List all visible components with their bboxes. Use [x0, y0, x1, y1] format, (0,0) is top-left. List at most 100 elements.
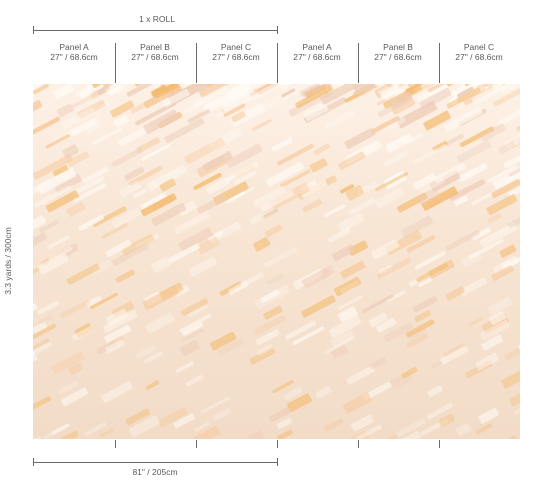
brush-stroke [302, 84, 335, 98]
brush-stroke [33, 215, 46, 236]
brush-stroke [460, 277, 488, 296]
brush-stroke [380, 84, 401, 100]
brush-stroke [351, 414, 374, 432]
brush-stroke [192, 85, 229, 109]
panel-size: 27" / 68.6cm [293, 52, 341, 62]
brush-stroke [90, 292, 118, 310]
brush-stroke [108, 84, 124, 96]
brush-stroke [412, 296, 438, 313]
brush-stroke [180, 340, 200, 357]
brush-stroke [245, 84, 287, 104]
brush-stroke [111, 147, 143, 167]
brush-stroke [219, 281, 242, 296]
brush-stroke [252, 119, 272, 131]
brush-stroke [454, 195, 469, 206]
brush-stroke [423, 110, 451, 131]
brush-stroke [126, 84, 156, 97]
brush-stroke [375, 317, 397, 333]
brush-stroke [469, 238, 504, 259]
brush-stroke [221, 89, 252, 112]
brush-stroke [142, 285, 180, 311]
brush-stroke [207, 230, 224, 241]
brush-stroke [344, 127, 376, 150]
brush-stroke [177, 201, 197, 216]
brush-stroke [105, 339, 125, 354]
brush-stroke [62, 144, 79, 159]
brush-stroke [111, 301, 135, 318]
brush-stroke [418, 278, 432, 288]
brush-stroke [71, 90, 102, 109]
brush-stroke [508, 184, 520, 197]
brush-stroke [491, 179, 520, 199]
brush-stroke [194, 422, 210, 432]
brush-stroke [77, 99, 106, 120]
width-tick-right [277, 458, 278, 466]
brush-stroke [507, 206, 520, 229]
brush-stroke [145, 380, 160, 390]
brush-stroke [231, 111, 246, 123]
brush-stroke [249, 347, 276, 365]
brush-stroke [333, 276, 362, 297]
brush-stroke [281, 88, 296, 98]
panel-divider-bottom [358, 440, 359, 448]
width-dimension-line [33, 462, 277, 463]
brush-stroke [36, 167, 77, 195]
brush-stroke [188, 256, 217, 277]
brush-stroke [491, 265, 514, 281]
brush-stroke [227, 191, 245, 203]
brush-stroke [356, 424, 382, 439]
brush-stroke [440, 346, 469, 365]
brush-stroke [253, 185, 286, 208]
brush-stroke [225, 143, 263, 169]
brush-stroke [429, 170, 461, 192]
brush-stroke [111, 207, 142, 228]
brush-stroke [324, 110, 355, 130]
panel-name: Panel B [140, 42, 170, 52]
brush-stroke [283, 386, 303, 401]
brush-stroke [43, 423, 70, 439]
brush-stroke [54, 173, 82, 193]
brush-stroke [449, 179, 486, 201]
brush-stroke [256, 344, 274, 356]
brush-stroke [91, 127, 122, 145]
brush-stroke [376, 257, 411, 280]
brush-stroke [288, 91, 330, 117]
width-label: 81" / 205cm [132, 467, 178, 477]
brush-stroke [99, 428, 115, 438]
wallpaper-pattern [33, 84, 520, 439]
brush-stroke [58, 380, 79, 395]
brush-stroke [445, 229, 480, 251]
brush-stroke [248, 430, 265, 439]
brush-stroke [480, 320, 510, 341]
brush-stroke [183, 95, 216, 114]
brush-stroke [147, 165, 187, 191]
brush-stroke [70, 119, 96, 136]
panel-label-6: Panel C 27" / 68.6cm [439, 42, 519, 62]
brush-stroke [331, 244, 355, 262]
brush-stroke [361, 294, 394, 314]
brush-stroke [115, 269, 136, 283]
brush-stroke [101, 381, 133, 403]
brush-stroke [105, 239, 132, 257]
brush-stroke [60, 299, 91, 319]
brush-stroke [343, 430, 369, 439]
brush-stroke [337, 306, 358, 323]
brush-stroke [33, 84, 58, 94]
brush-stroke [338, 295, 363, 310]
brush-stroke [421, 186, 458, 211]
brush-stroke [497, 104, 520, 126]
brush-stroke [269, 407, 291, 423]
brush-stroke [202, 151, 233, 172]
brush-stroke [135, 234, 160, 249]
brush-stroke [173, 413, 195, 429]
brush-stroke [188, 304, 208, 318]
brush-stroke [249, 212, 265, 225]
brush-stroke [113, 114, 129, 128]
brush-stroke [121, 233, 155, 256]
panel-size: 27" / 68.6cm [50, 52, 98, 62]
brush-stroke [33, 341, 52, 360]
panel-name: Panel A [302, 42, 332, 52]
brush-stroke [475, 423, 493, 435]
panel-name: Panel A [59, 42, 89, 52]
brush-stroke [301, 295, 336, 318]
